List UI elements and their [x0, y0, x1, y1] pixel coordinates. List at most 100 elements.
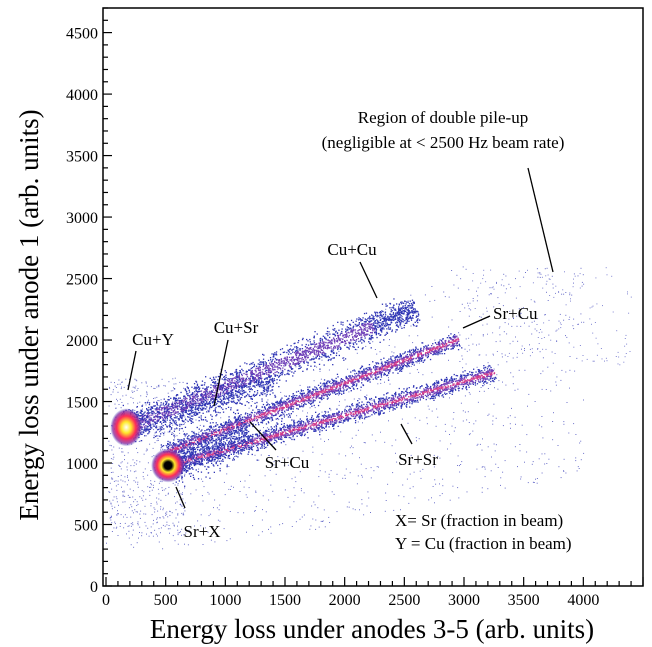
density-point	[186, 401, 189, 404]
density-point	[174, 407, 177, 409]
density-point	[358, 317, 360, 319]
density-point	[195, 381, 198, 383]
density-point	[380, 312, 382, 314]
density-point	[247, 417, 249, 419]
density-point	[264, 361, 266, 363]
density-point	[262, 358, 265, 360]
density-point	[296, 359, 298, 361]
density-point	[288, 356, 291, 358]
density-point	[431, 345, 433, 347]
density-point	[412, 307, 414, 309]
density-point	[366, 323, 368, 325]
density-point	[398, 364, 401, 366]
density-point	[141, 421, 143, 423]
density-point	[196, 386, 198, 388]
density-point	[185, 409, 187, 411]
density-point	[412, 323, 414, 326]
density-point	[308, 391, 310, 393]
density-point	[397, 361, 399, 363]
density-point	[368, 320, 371, 323]
density-point	[354, 380, 356, 382]
density-point	[377, 326, 379, 328]
density-point	[386, 328, 388, 330]
density-point	[255, 367, 257, 369]
density-point	[326, 330, 328, 333]
density-point	[194, 395, 196, 397]
density-point	[323, 394, 325, 396]
density-point	[384, 318, 386, 320]
density-point	[331, 386, 333, 388]
density-point	[289, 366, 291, 368]
density-point	[312, 402, 314, 404]
density-point	[333, 345, 335, 347]
density-point	[214, 435, 216, 437]
density-point	[156, 422, 158, 424]
density-point	[298, 352, 301, 355]
density-point	[436, 351, 438, 353]
density-point	[260, 361, 262, 363]
density-point	[231, 377, 234, 380]
density-point	[393, 304, 395, 306]
density-point	[354, 378, 356, 380]
density-point	[378, 371, 381, 373]
density-point	[332, 390, 334, 392]
density-point	[256, 392, 259, 394]
density-point	[235, 429, 237, 431]
density-point	[332, 392, 334, 394]
density-point	[269, 379, 271, 381]
density-point	[375, 334, 377, 336]
density-point	[348, 387, 350, 389]
density-point	[223, 436, 225, 438]
density-point	[250, 414, 252, 416]
density-point	[401, 366, 403, 369]
density-point	[324, 346, 326, 348]
density-point	[226, 426, 229, 428]
density-point	[239, 372, 241, 374]
density-point	[186, 386, 188, 388]
density-point	[415, 357, 417, 360]
density-point	[306, 338, 308, 341]
density-point	[204, 445, 206, 447]
density-point	[347, 378, 349, 380]
density-point	[275, 406, 277, 408]
density-point	[390, 363, 393, 366]
density-point	[384, 373, 386, 375]
density-point	[322, 354, 324, 356]
density-point	[409, 355, 411, 357]
density-point	[283, 363, 286, 365]
density-point	[400, 308, 402, 310]
density-point	[281, 409, 284, 411]
density-point	[213, 440, 215, 442]
density-point	[231, 390, 233, 392]
density-point	[410, 354, 413, 356]
density-point	[390, 319, 392, 322]
density-point	[227, 429, 229, 431]
density-point	[426, 352, 428, 354]
density-point	[152, 414, 154, 416]
density-point	[280, 371, 282, 374]
density-point	[274, 357, 277, 360]
density-point	[158, 413, 160, 415]
density-point	[250, 374, 252, 376]
density-point	[177, 413, 179, 415]
density-point	[396, 355, 398, 357]
density-point	[231, 425, 233, 427]
density-point	[225, 379, 227, 381]
density-point	[328, 390, 330, 392]
density-point	[321, 339, 324, 341]
density-point	[410, 302, 413, 305]
density-point	[300, 393, 302, 395]
density-point	[172, 419, 174, 421]
density-point	[243, 422, 245, 424]
density-point	[179, 406, 181, 408]
density-point	[323, 364, 325, 366]
density-point	[392, 372, 394, 374]
density-point	[256, 390, 259, 392]
density-point	[168, 413, 170, 415]
density-point	[199, 438, 201, 440]
density-point	[182, 399, 184, 401]
density-point	[174, 423, 176, 425]
density-point	[278, 376, 280, 378]
density-point	[276, 366, 278, 368]
density-point	[215, 381, 217, 383]
